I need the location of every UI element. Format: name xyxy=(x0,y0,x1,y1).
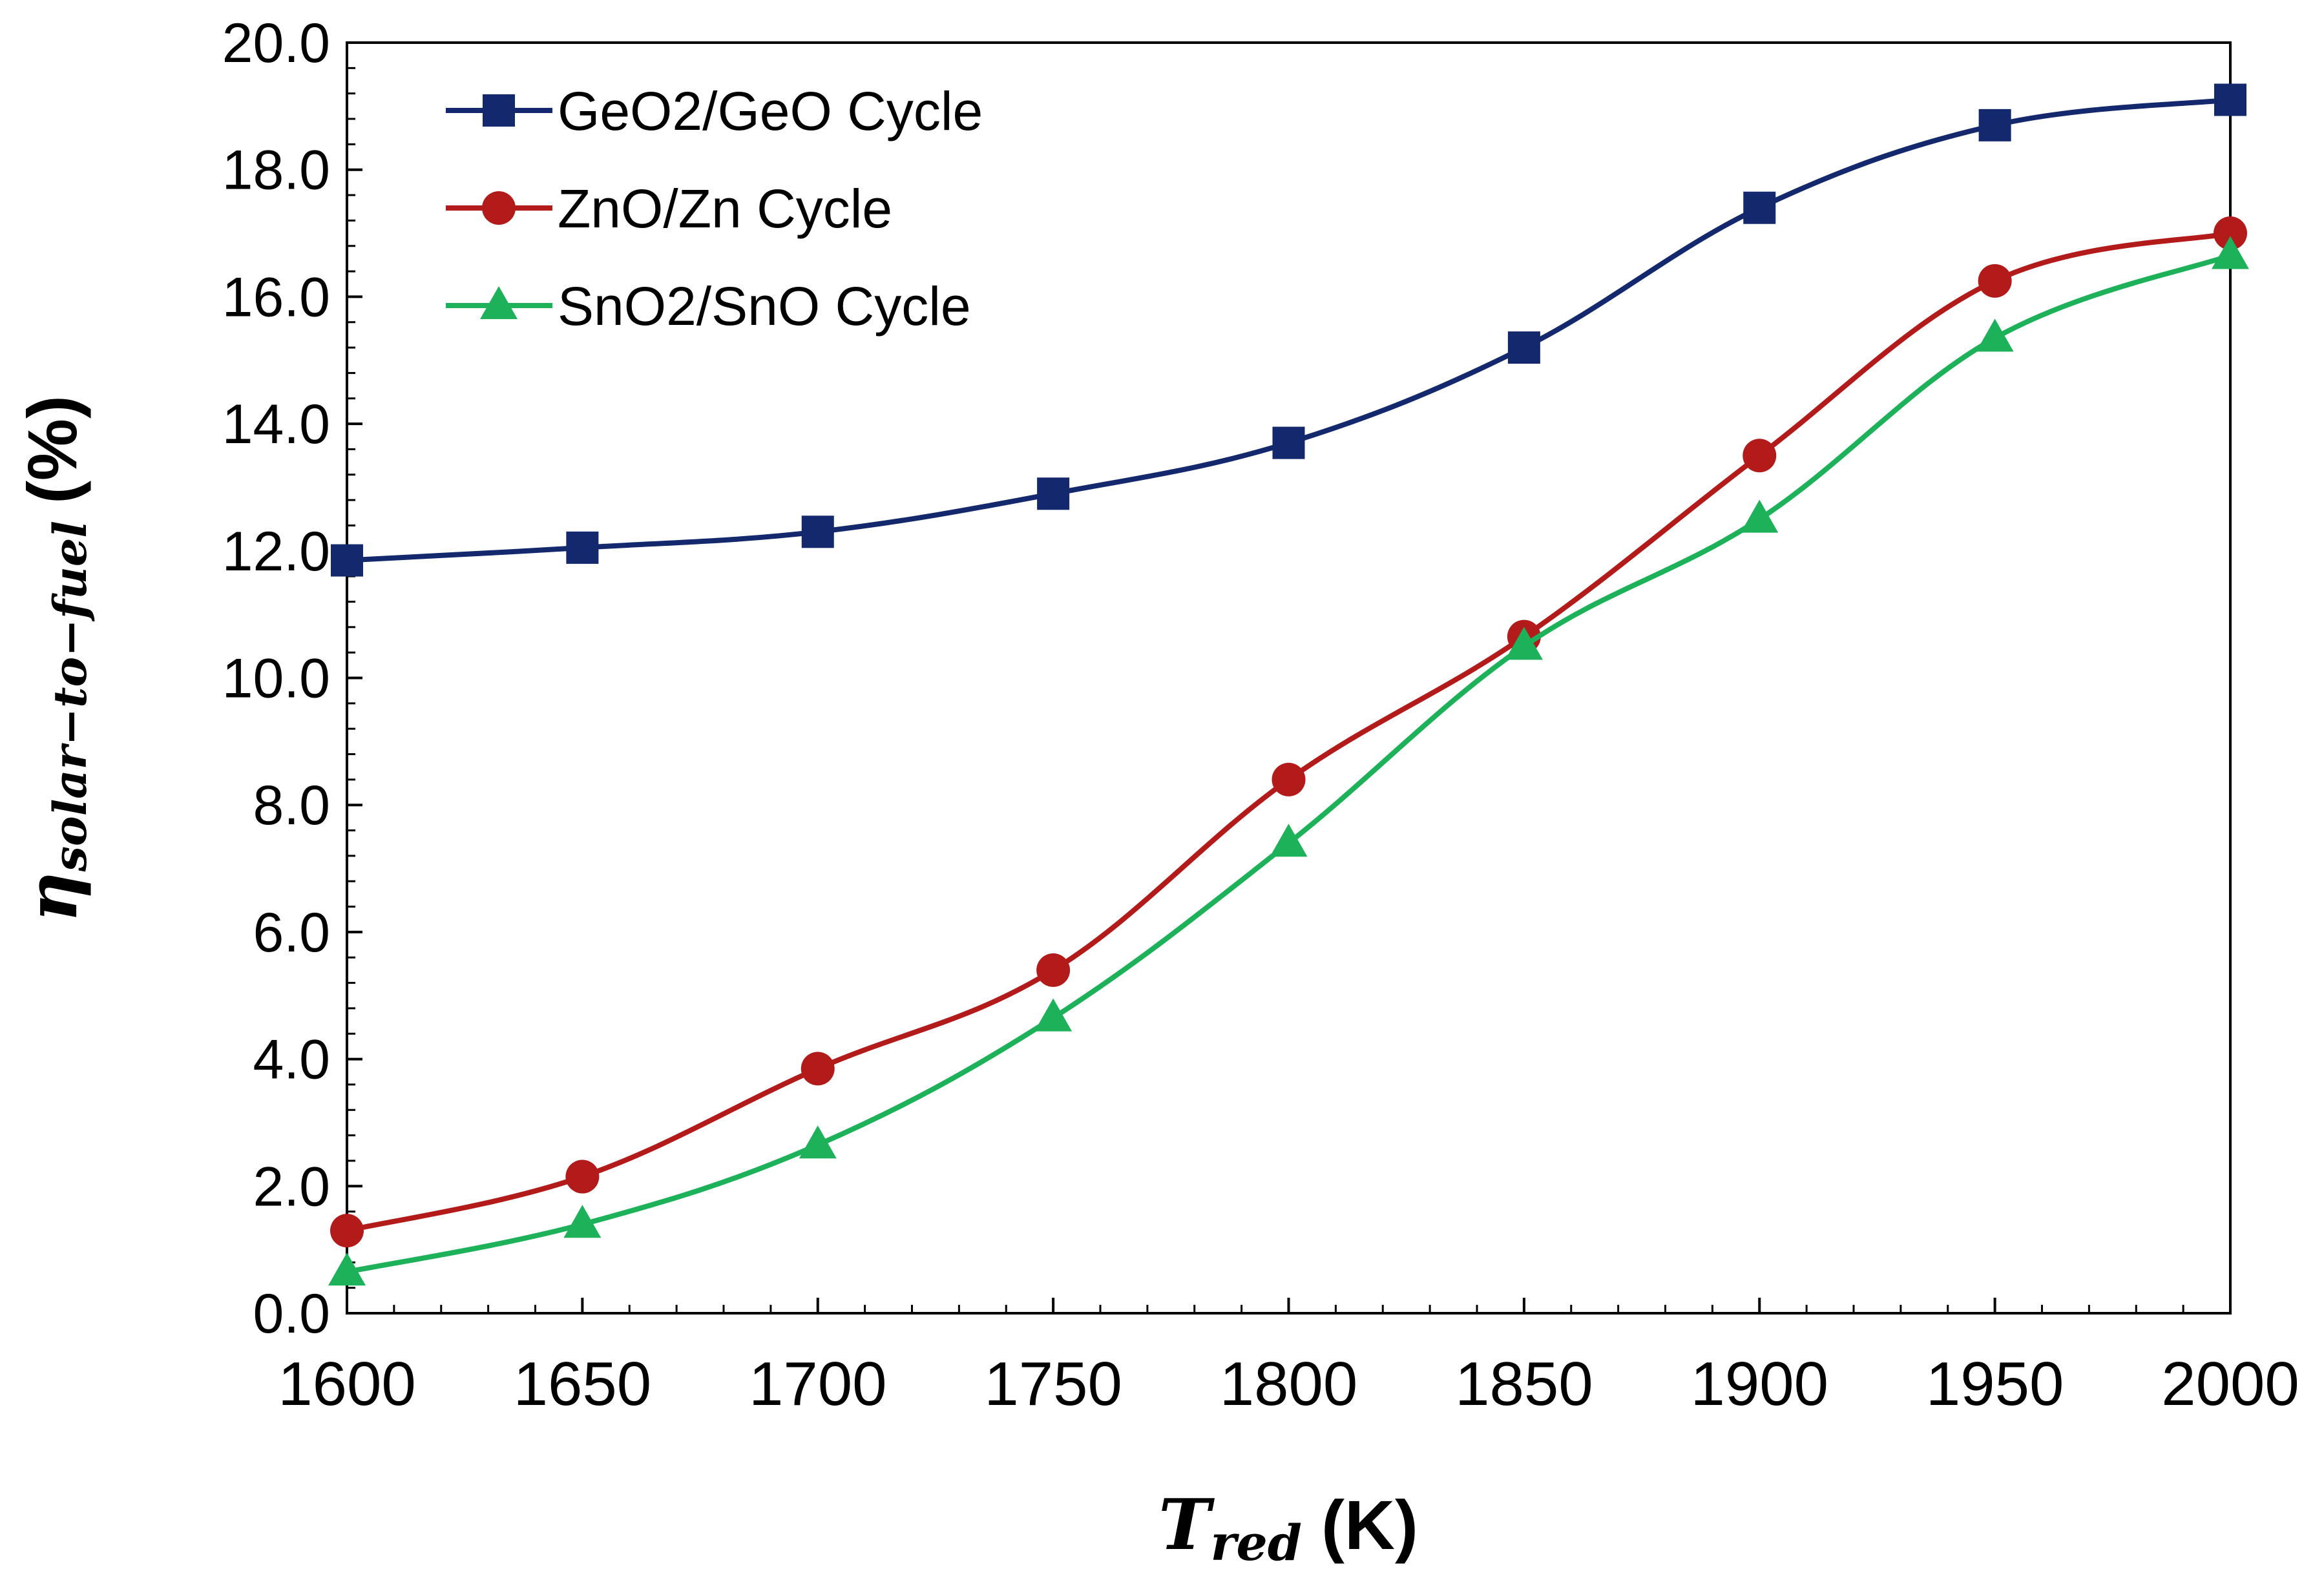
x-tick-label: 1700 xyxy=(749,1349,887,1419)
data-point xyxy=(1507,331,1540,364)
data-point xyxy=(563,1205,602,1238)
y-tick-label: 2.0 xyxy=(253,1156,330,1218)
data-point xyxy=(1505,627,1543,660)
data-point xyxy=(801,1052,835,1086)
data-point xyxy=(2214,216,2247,251)
x-axis-title-symbol: T xyxy=(1158,1484,1215,1566)
y-tick-label: 20.0 xyxy=(222,12,330,74)
y-tick-label: 8.0 xyxy=(253,774,330,837)
y-tick-label: 14.0 xyxy=(222,393,330,455)
y-axis-ticks: 0.0 2.0 4.0 6.0 8.0 10.0 12.0 14.0 16.0 18.0 20.0 xyxy=(222,12,362,1345)
series-circle xyxy=(330,216,2247,1248)
series-square xyxy=(331,83,2246,577)
legend: GeO2/GeO Cycle ZnO/Zn Cycle SnO2/SnO Cycle xyxy=(446,81,983,337)
legend-marker xyxy=(480,286,518,319)
legend-label: ZnO/Zn Cycle xyxy=(558,178,892,239)
y-tick-label: 6.0 xyxy=(253,902,330,964)
data-point xyxy=(1272,762,1306,796)
x-tick-label: 1650 xyxy=(514,1349,652,1419)
x-tick-label: 1850 xyxy=(1455,1349,1593,1419)
data-point xyxy=(801,515,834,548)
data-point xyxy=(1976,318,2014,352)
data-point xyxy=(1272,426,1305,459)
x-axis-title-subscript: red xyxy=(1210,1514,1302,1572)
data-point xyxy=(331,544,363,577)
x-axis-title: Tred (K) xyxy=(1158,1484,1418,1572)
y-tick-label: 10.0 xyxy=(222,648,330,710)
x-tick-label: 1600 xyxy=(278,1349,416,1419)
x-tick-label: 1900 xyxy=(1690,1349,1828,1419)
series-triangle xyxy=(328,236,2249,1286)
x-tick-label: 1800 xyxy=(1220,1349,1358,1419)
x-axis-ticks: 1600 1650 1700 1750 1800 1850 1900 1950 2000 xyxy=(278,1298,2299,1419)
legend-item: GeO2/GeO Cycle xyxy=(446,81,983,141)
y-axis-title-symbol: η xyxy=(12,871,93,922)
data-point xyxy=(799,1125,837,1159)
data-point xyxy=(1978,109,2011,141)
legend-label: SnO2/SnO Cycle xyxy=(558,276,971,337)
x-tick-label: 1750 xyxy=(984,1349,1122,1419)
y-tick-label: 4.0 xyxy=(253,1029,330,1091)
data-point xyxy=(1270,824,1308,857)
y-axis-title-subscript: solar−to−fuel xyxy=(43,521,97,872)
y-axis-title-unit: (%) xyxy=(13,395,91,504)
data-point xyxy=(1743,439,1777,473)
legend-item: ZnO/Zn Cycle xyxy=(446,178,892,239)
data-point xyxy=(1741,499,1779,533)
legend-label: GeO2/GeO Cycle xyxy=(558,81,983,141)
x-axis-title-unit: (K) xyxy=(1321,1486,1418,1564)
data-point xyxy=(1037,477,1070,510)
x-tick-label: 2000 xyxy=(2161,1349,2299,1419)
y-tick-label: 12.0 xyxy=(222,521,330,583)
data-point xyxy=(330,1214,364,1248)
data-point xyxy=(565,1159,600,1194)
data-point xyxy=(1978,264,2012,298)
legend-item: SnO2/SnO Cycle xyxy=(446,276,971,337)
data-point xyxy=(2212,236,2249,269)
data-point xyxy=(1034,998,1073,1032)
y-axis-title: ηsolar−to−fuel (%) xyxy=(12,395,97,922)
data-point xyxy=(1743,191,1776,224)
legend-marker xyxy=(482,191,516,225)
y-tick-label: 18.0 xyxy=(222,140,330,202)
data-point xyxy=(566,531,599,564)
legend-marker xyxy=(483,94,515,127)
x-tick-label: 1950 xyxy=(1926,1349,2064,1419)
y-tick-label: 16.0 xyxy=(222,266,330,328)
data-point xyxy=(328,1253,366,1286)
y-tick-label: 0.0 xyxy=(253,1283,330,1345)
series-layer xyxy=(328,83,2249,1286)
data-point xyxy=(1036,953,1071,987)
data-point xyxy=(2214,83,2246,116)
